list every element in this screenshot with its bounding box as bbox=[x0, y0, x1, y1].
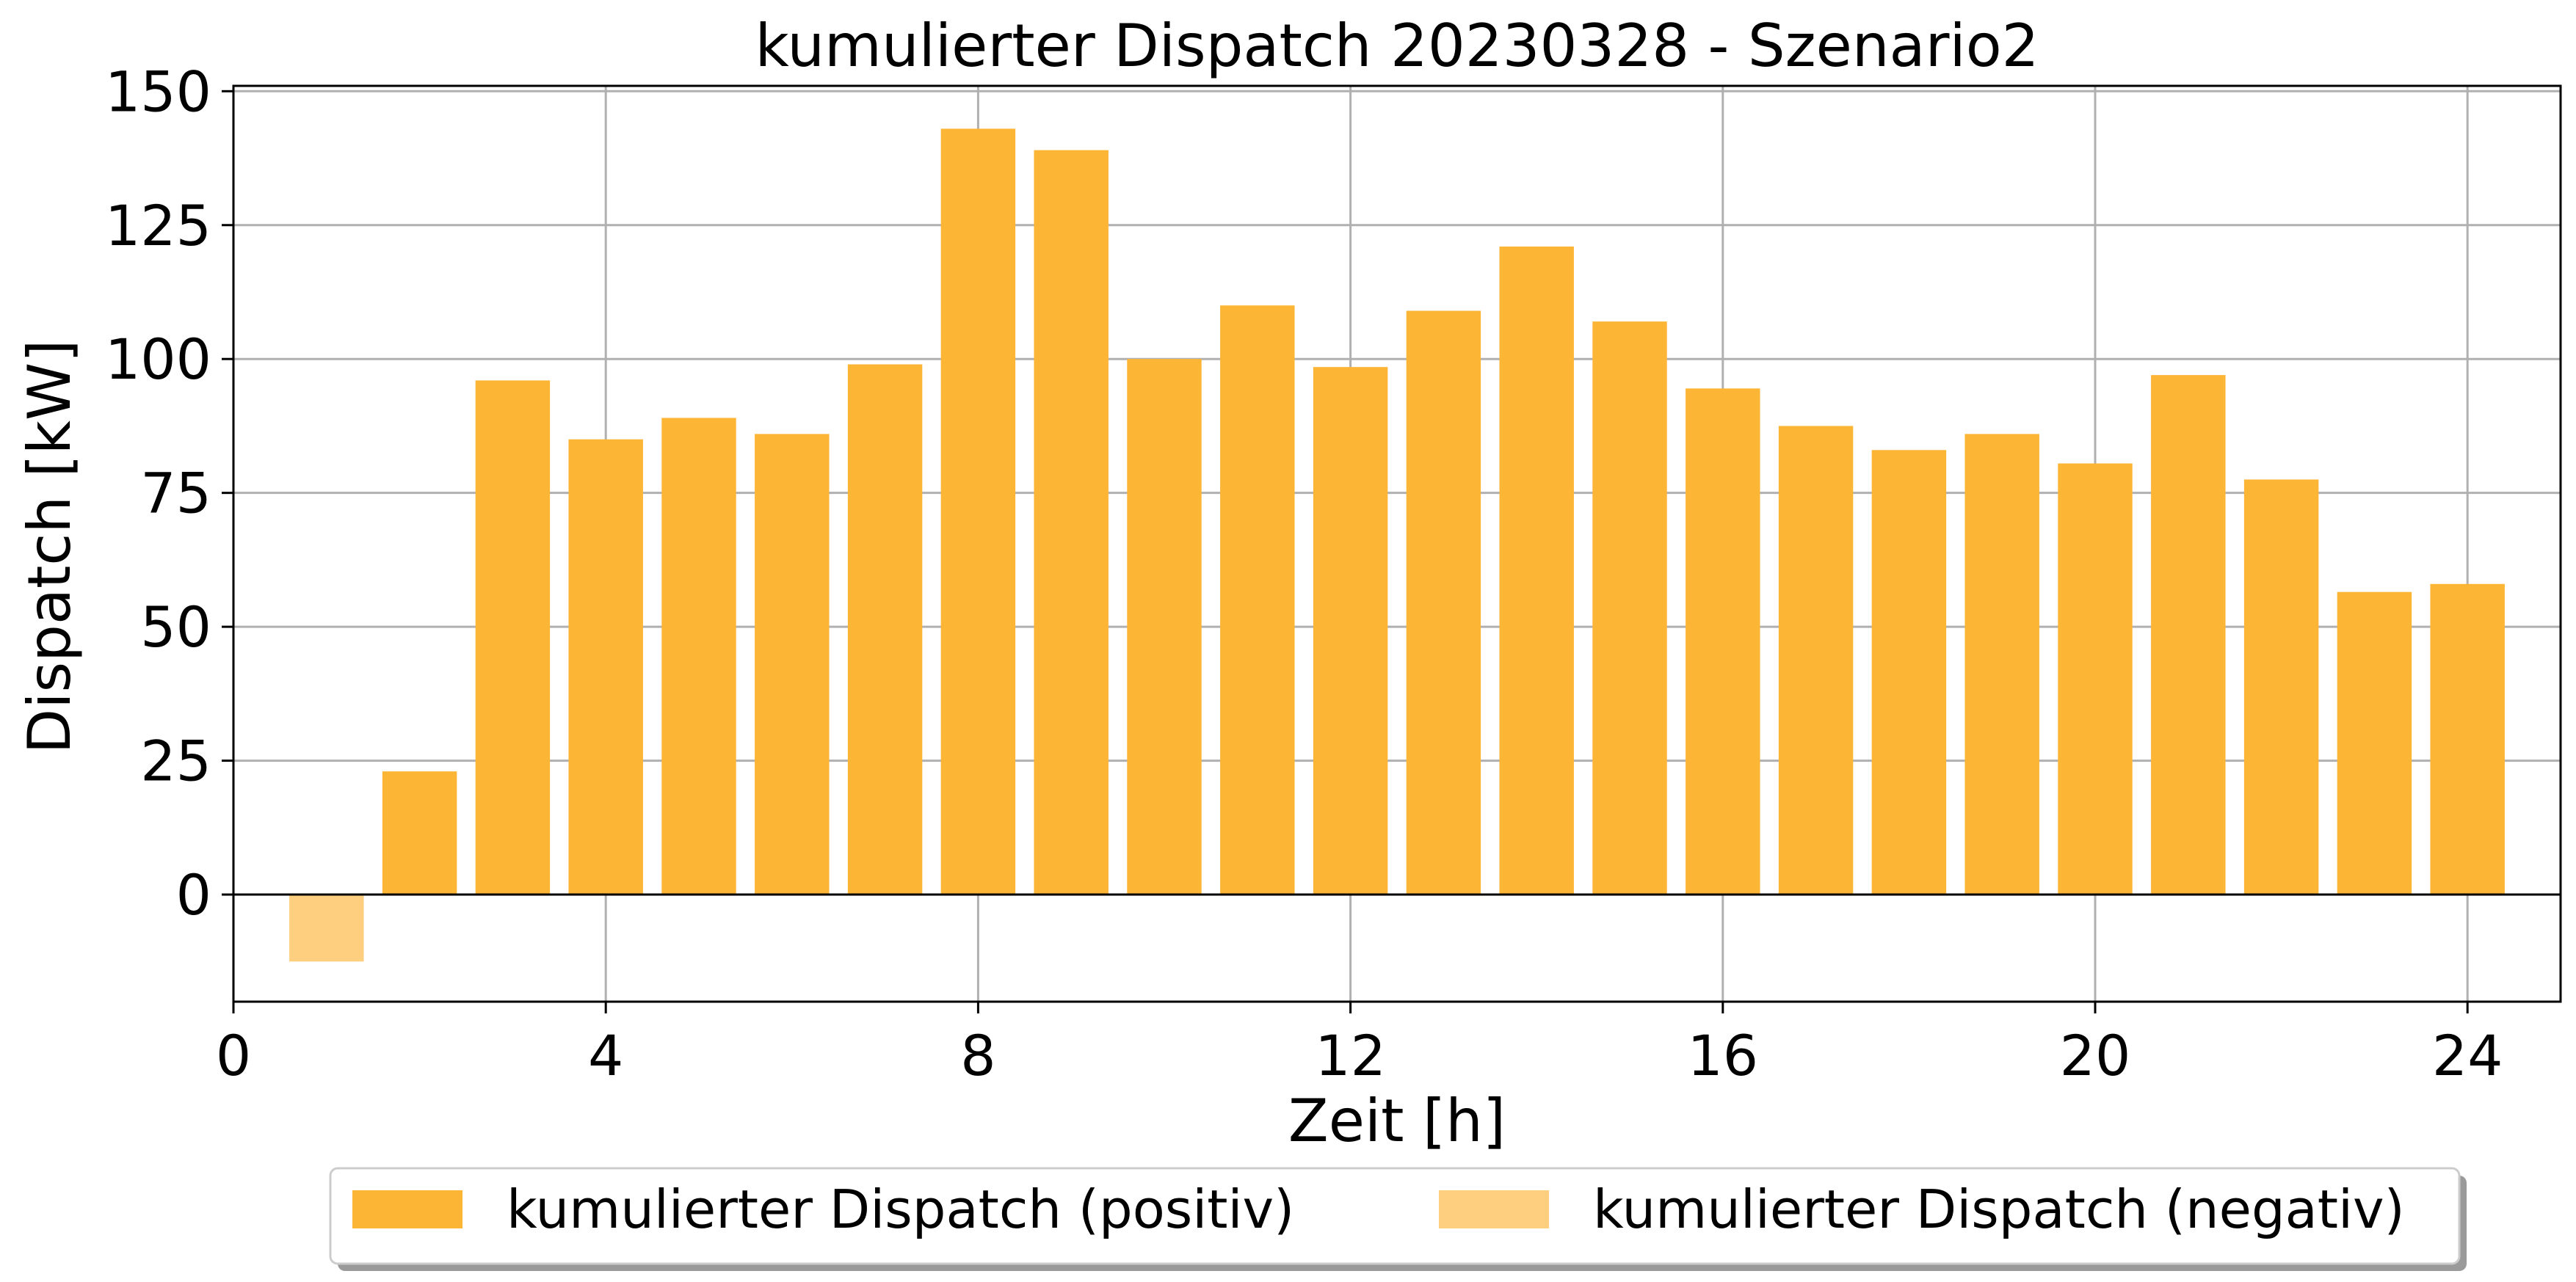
bar-positive bbox=[2243, 479, 2319, 895]
bar-positive bbox=[382, 771, 457, 895]
x-tick-label: 20 bbox=[2060, 1023, 2131, 1088]
bar-positive bbox=[755, 434, 830, 895]
legend: kumulierter Dispatch (positiv) kumuliert… bbox=[329, 1167, 2467, 1271]
y-tick-label: 150 bbox=[105, 59, 211, 124]
legend-box bbox=[329, 1167, 2461, 1265]
y-axis-title: Dispatch [kW] bbox=[15, 340, 84, 754]
bar-positive bbox=[1592, 321, 1667, 895]
x-tick-label: 12 bbox=[1315, 1023, 1386, 1088]
x-tick-label: 16 bbox=[1687, 1023, 1758, 1088]
bar-positive bbox=[2337, 591, 2412, 895]
legend-label-negative: kumulierter Dispatch (negativ) bbox=[1593, 1179, 2405, 1240]
bar-positive bbox=[661, 418, 736, 895]
bar-positive bbox=[1127, 359, 1202, 895]
bar-positive bbox=[847, 364, 923, 895]
y-tick-label: 50 bbox=[140, 594, 211, 660]
bar-positive bbox=[1313, 367, 1388, 895]
bar-positive bbox=[1871, 450, 1947, 895]
y-axis-ticks: 0 25 50 75 100 125 150 bbox=[105, 59, 233, 928]
bar-positive bbox=[568, 439, 643, 895]
bar-positive bbox=[2058, 463, 2133, 895]
bar-positive bbox=[1220, 305, 1295, 895]
legend-swatch-positive bbox=[352, 1190, 462, 1228]
x-tick-label: 0 bbox=[216, 1023, 251, 1088]
bar-positive bbox=[1964, 434, 2039, 895]
plot-frame bbox=[232, 84, 2562, 1003]
y-tick-label: 75 bbox=[140, 461, 211, 526]
x-tick-label: 8 bbox=[960, 1023, 995, 1088]
y-tick-label: 25 bbox=[140, 729, 211, 794]
bar-positive bbox=[2151, 375, 2226, 895]
x-tick-label: 24 bbox=[2432, 1023, 2503, 1088]
chart-title: kumulierter Dispatch 20230328 - Szenario… bbox=[755, 12, 2039, 80]
x-tick-label: 4 bbox=[588, 1023, 623, 1088]
bar-positive bbox=[1686, 388, 1760, 895]
bar-positive bbox=[475, 380, 551, 895]
bar-positive bbox=[1034, 150, 1109, 895]
bar-positive bbox=[1499, 246, 1574, 895]
legend-label-positive: kumulierter Dispatch (positiv) bbox=[507, 1179, 1294, 1240]
bars bbox=[289, 128, 2505, 962]
bar-negative bbox=[289, 895, 364, 962]
y-tick-label: 100 bbox=[105, 327, 211, 392]
bar-positive bbox=[2430, 583, 2505, 895]
x-axis-title: Zeit [h] bbox=[1288, 1087, 1506, 1155]
bar-positive bbox=[940, 128, 1016, 895]
bar-positive bbox=[1778, 426, 1854, 895]
legend-swatch-negative bbox=[1439, 1190, 1549, 1228]
x-axis-ticks: 0 4 8 12 16 20 24 bbox=[216, 1002, 2503, 1088]
y-tick-label: 125 bbox=[105, 193, 211, 258]
y-tick-label: 0 bbox=[176, 862, 211, 928]
bar-positive bbox=[1406, 310, 1481, 895]
